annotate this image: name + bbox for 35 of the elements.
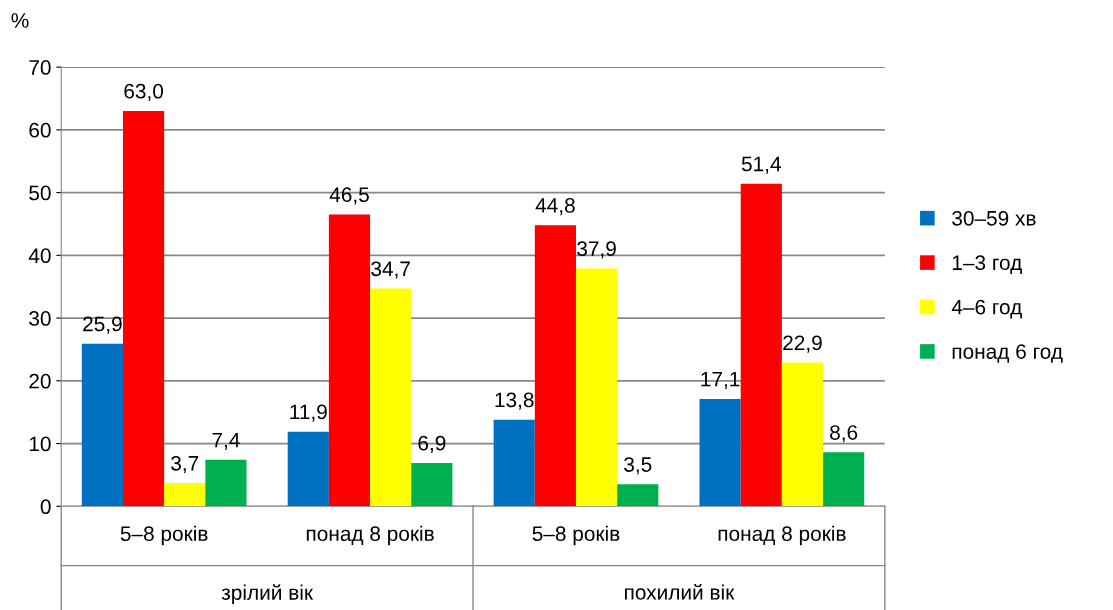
- data-label: 46,5: [329, 187, 369, 205]
- y-tick-label: 50: [29, 185, 51, 201]
- y-tick-label: 20: [29, 373, 51, 389]
- legend-label: 1–3 год: [952, 255, 1022, 275]
- data-label: 17,1: [701, 372, 740, 390]
- data-label: 51,4: [741, 156, 781, 174]
- data-label: 13,8: [495, 392, 534, 410]
- y-tick-label: 60: [29, 122, 51, 138]
- data-label: 44,8: [535, 198, 575, 216]
- y-tick-label: 10: [29, 436, 51, 452]
- data-label: 37,9: [577, 241, 616, 259]
- data-label: 25,9: [83, 316, 122, 334]
- data-label: 3,7: [171, 455, 199, 474]
- y-axis-title: %: [11, 13, 29, 28]
- data-label: 34,7: [371, 261, 410, 279]
- data-label: 7,4: [212, 432, 240, 450]
- data-label: 63,0: [124, 83, 164, 102]
- text: похилий вік: [625, 584, 735, 600]
- legend-label: 4–6 год: [951, 299, 1022, 319]
- data-label: 11,9: [290, 404, 327, 422]
- data-label: 6,9: [418, 435, 446, 454]
- data-label: 8,6: [830, 425, 858, 443]
- x-tick-label: 5–8 років: [532, 525, 620, 546]
- x-tick-label: 5–8 років: [120, 525, 208, 546]
- legend-label: понад 6 год: [952, 344, 1063, 363]
- text: зрілий вік: [221, 584, 314, 605]
- data-label: 22,9: [783, 335, 822, 353]
- data-label: 3,5: [624, 457, 652, 475]
- x-tick-label: понад 8 років: [306, 525, 434, 546]
- legend-label: 30–59 хв: [952, 210, 1036, 226]
- y-tick-label: 30: [29, 311, 51, 326]
- x-tick-label: понад 8 років: [718, 525, 846, 546]
- y-tick-label: 70: [29, 60, 51, 75]
- y-tick-label: 0: [40, 499, 51, 515]
- y-tick-label: 40: [28, 248, 51, 264]
